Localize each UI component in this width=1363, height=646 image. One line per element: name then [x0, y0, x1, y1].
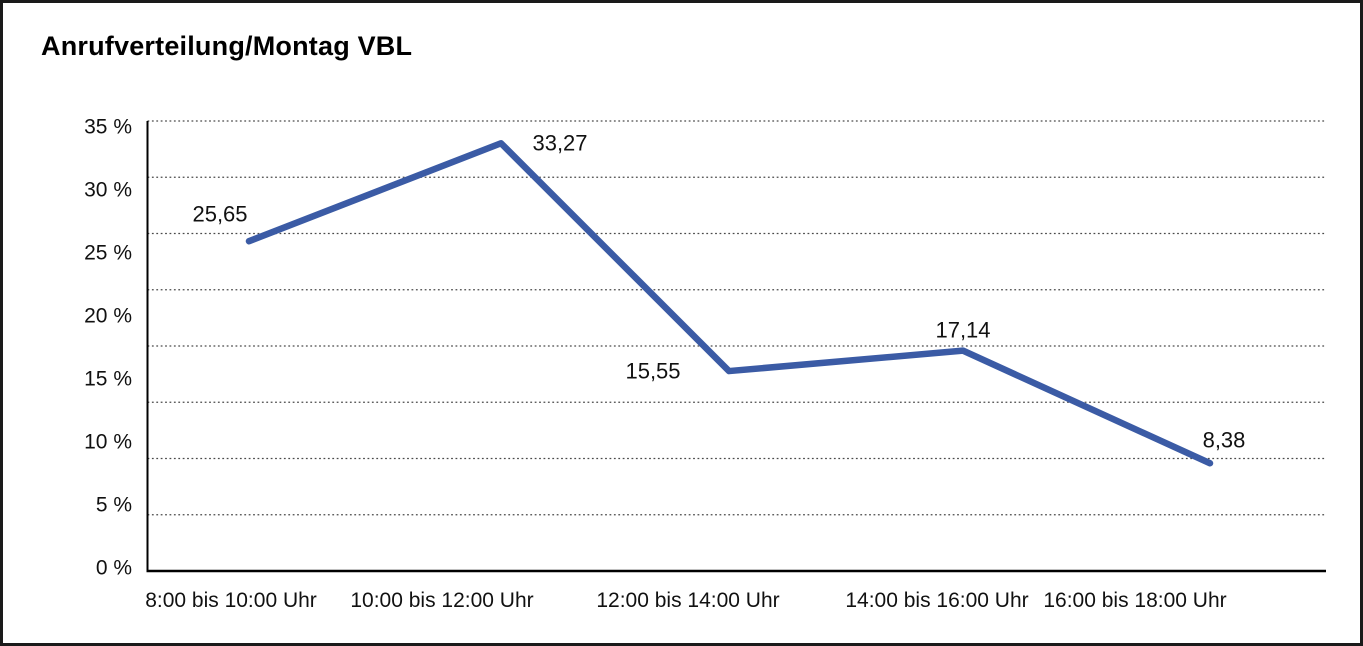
line-chart: 35 % 30 % 25 % 20 % 15 % 10 % 5 % 0 % 8:00 bis 1…: [84, 116, 1326, 612]
data-point-label: 33,27: [532, 131, 587, 156]
y-axis-tick-label: 5 %: [96, 494, 132, 517]
y-axis-tick-label: 25 %: [84, 242, 132, 265]
data-line-series: [245, 139, 1214, 467]
data-point-label: 17,14: [935, 318, 990, 343]
x-axis-tick-label: 10:00 bis 12:00 Uhr: [350, 589, 533, 612]
x-axis-tick-label: 16:00 bis 18:00 Uhr: [1043, 589, 1226, 612]
y-axis-tick-label: 0 %: [96, 557, 132, 580]
y-axis-tick-label: 35 %: [84, 116, 132, 139]
data-point-label: 8,38: [1203, 428, 1246, 453]
y-axis-tick-label: 20 %: [84, 305, 132, 328]
y-axis-tick-label: 30 %: [84, 179, 132, 202]
x-axis-tick-label: 14:00 bis 16:00 Uhr: [845, 589, 1028, 612]
data-point-label: 25,65: [192, 202, 247, 227]
x-axis-tick-label: 12:00 bis 14:00 Uhr: [596, 589, 779, 612]
data-point-label: 15,55: [625, 359, 680, 384]
chart-title: Anrufverteilung/Montag VBL: [41, 31, 413, 61]
x-axis-tick-label: 8:00 bis 10:00 Uhr: [145, 589, 317, 612]
y-axis-tick-label: 10 %: [84, 431, 132, 454]
y-axis-tick-label: 15 %: [84, 368, 132, 391]
